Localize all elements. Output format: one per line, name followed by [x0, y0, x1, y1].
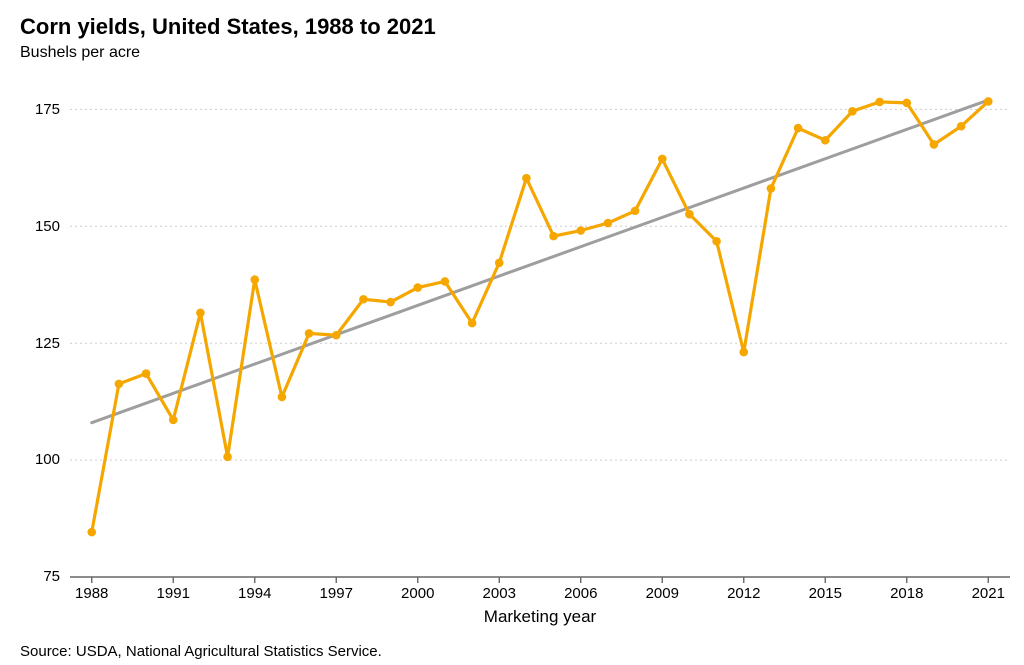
- y-tick-label: 75: [20, 568, 60, 585]
- x-tick-label: 2015: [800, 585, 850, 602]
- chart-source: Source: USDA, National Agricultural Stat…: [20, 643, 1004, 660]
- x-tick-label: 1991: [148, 585, 198, 602]
- y-tick-label: 175: [20, 101, 60, 118]
- x-axis-title: Marketing year: [70, 607, 1010, 627]
- chart-svg: [20, 72, 1024, 637]
- chart-area: 75 100 125 150 175 1988 1991 1994 1997 2000 2003 20…: [20, 72, 1024, 637]
- x-tick-label: 1997: [311, 585, 361, 602]
- x-tick-label: 2000: [393, 585, 443, 602]
- x-tick-label: 2003: [474, 585, 524, 602]
- x-tick-label: 2012: [719, 585, 769, 602]
- x-tick-label: 2009: [637, 585, 687, 602]
- chart-subtitle: Bushels per acre: [20, 44, 1004, 62]
- y-tick-label: 100: [20, 451, 60, 468]
- y-tick-label: 125: [20, 335, 60, 352]
- x-tick-label: 2018: [882, 585, 932, 602]
- x-tick-label: 2006: [556, 585, 606, 602]
- y-tick-label: 150: [20, 218, 60, 235]
- chart-title: Corn yields, United States, 1988 to 2021: [20, 14, 1004, 40]
- x-tick-label: 1988: [67, 585, 117, 602]
- x-tick-label: 1994: [230, 585, 280, 602]
- x-tick-label: 2021: [963, 585, 1013, 602]
